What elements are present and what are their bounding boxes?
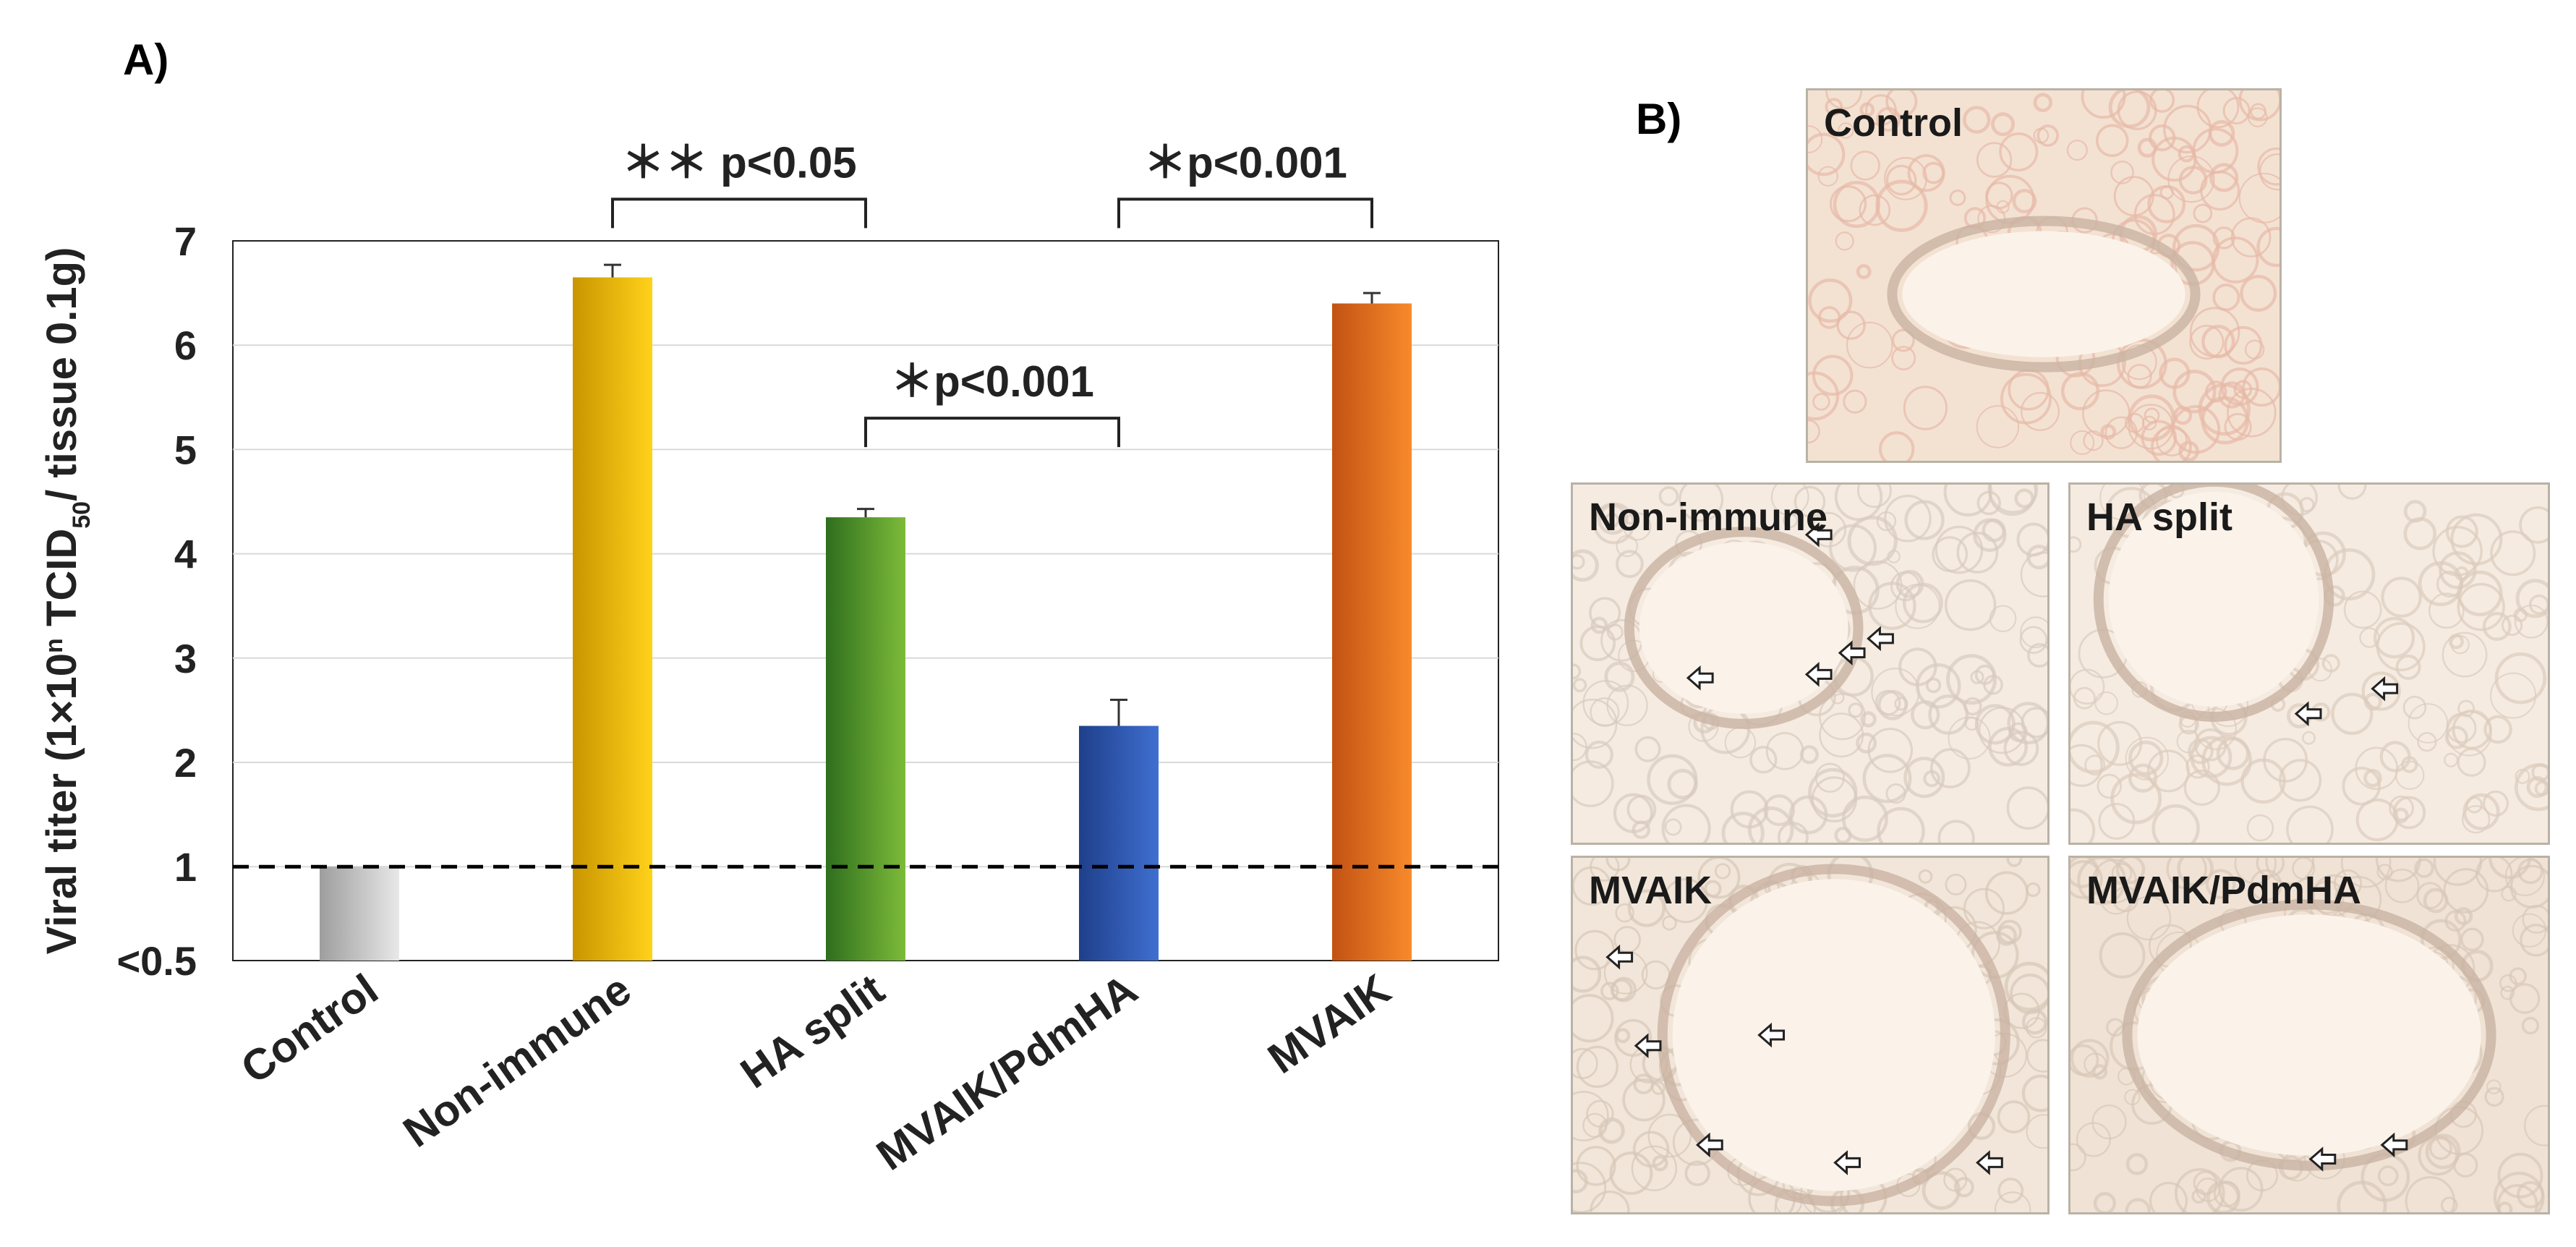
y-tick-label: <0.5 bbox=[116, 938, 197, 984]
significance-bracket bbox=[1117, 197, 1373, 229]
bar-non-immune bbox=[573, 277, 652, 961]
airway-lumen bbox=[1639, 542, 1848, 714]
x-tick-label: Control bbox=[232, 965, 386, 1093]
arrow-icon bbox=[2308, 1146, 2337, 1172]
micrograph-mvaik-pdmha: MVAIK/PdmHA bbox=[2068, 856, 2550, 1214]
y-tick-label: 6 bbox=[174, 323, 197, 368]
arrow-icon bbox=[2380, 1132, 2408, 1158]
significance-label: ＊＊ p<0.05 bbox=[621, 138, 856, 187]
arrow-icon bbox=[1757, 1022, 1786, 1048]
micrograph-label: MVAIK bbox=[1589, 869, 1712, 912]
y-tick-label: 1 bbox=[174, 844, 197, 890]
micrograph-label: Control bbox=[1824, 101, 1963, 145]
micrograph-label: MVAIK/PdmHA bbox=[2086, 869, 2362, 912]
arrow-icon bbox=[1976, 1150, 2003, 1175]
y-tick-label: 2 bbox=[174, 740, 197, 786]
y-tick-label: 7 bbox=[174, 218, 197, 264]
airway-lumen bbox=[1902, 231, 2185, 357]
tissue-image bbox=[1573, 485, 2047, 843]
tissue-image bbox=[2070, 858, 2548, 1212]
micrograph-label: HA split bbox=[2086, 495, 2232, 539]
airway-lumen bbox=[2108, 491, 2319, 707]
arrow-icon bbox=[1833, 1150, 1861, 1175]
y-tick-label: 3 bbox=[174, 636, 197, 681]
panel-a-label: A) bbox=[123, 35, 169, 84]
x-tick-label: MVAIK bbox=[1259, 965, 1399, 1083]
significance-bracket bbox=[864, 417, 1120, 448]
arrow-icon bbox=[1838, 640, 1866, 665]
x-tick-label: MVAIK/PdmHA bbox=[868, 965, 1146, 1180]
bar-control bbox=[320, 867, 399, 961]
x-tick-label: Non-immune bbox=[395, 965, 640, 1157]
arrow-icon bbox=[1605, 944, 1634, 970]
y-axis-label: Viral titer (1×10n TCID50/ tissue 0.1g) bbox=[38, 247, 95, 955]
arrow-icon bbox=[1686, 665, 1714, 691]
arrow-icon bbox=[1695, 1132, 1723, 1158]
arrow-icon bbox=[1634, 1033, 1662, 1059]
y-tick-label: 5 bbox=[174, 427, 197, 472]
micrograph-control: Control bbox=[1806, 88, 2282, 463]
micrograph-non-immune: Non-immune bbox=[1571, 482, 2050, 845]
micrograph-label: Non-immune bbox=[1589, 495, 1827, 539]
arrow-icon bbox=[1804, 662, 1833, 687]
y-tick-label: 4 bbox=[174, 532, 197, 577]
arrow-icon bbox=[1867, 626, 1894, 652]
x-tick-label: HA split bbox=[732, 965, 892, 1098]
panel-b-label: B) bbox=[1636, 95, 1682, 143]
bar-mvaik-pdmha bbox=[1079, 725, 1159, 961]
micrograph-mvaik: MVAIK bbox=[1571, 856, 2050, 1214]
tissue-image bbox=[1573, 858, 2047, 1212]
significance-bracket bbox=[611, 197, 867, 229]
arrow-icon bbox=[2294, 701, 2322, 727]
micrograph-ha-split: HA split bbox=[2068, 482, 2550, 845]
significance-label: ＊p<0.001 bbox=[890, 357, 1094, 406]
tissue-image bbox=[1808, 90, 2279, 461]
tissue-image bbox=[2070, 485, 2548, 843]
significance-label: ＊p<0.001 bbox=[1143, 138, 1347, 187]
airway-lumen bbox=[1672, 879, 1995, 1191]
bar-mvaik bbox=[1332, 303, 1412, 961]
arrow-icon bbox=[1804, 522, 1833, 548]
bar-ha-split bbox=[826, 517, 905, 961]
airway-lumen bbox=[2137, 914, 2481, 1156]
arrow-icon bbox=[2371, 676, 2399, 702]
